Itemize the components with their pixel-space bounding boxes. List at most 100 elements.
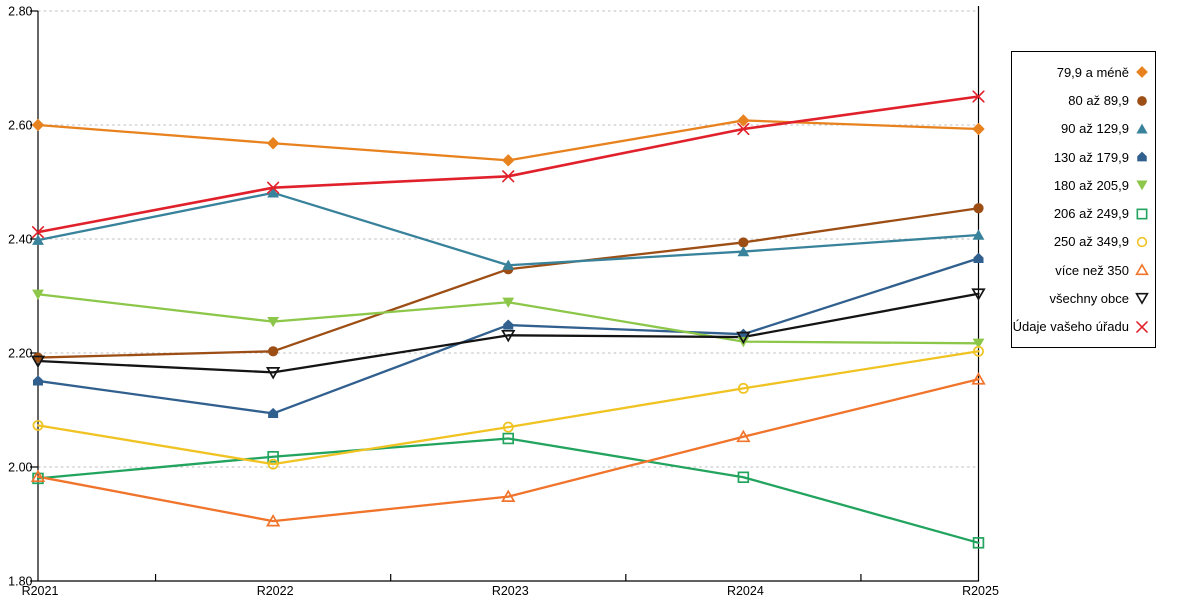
x-tick-label: R2023: [492, 584, 529, 598]
triangle-down-marker: [972, 338, 985, 349]
legend-label: 180 až 205,9: [1053, 177, 1129, 193]
legend-marker-x-icon: [1136, 320, 1148, 333]
legend-label: 250 až 349,9: [1053, 234, 1129, 250]
pentagon-marker: [738, 328, 749, 339]
legend-item-3: 90 až 129,9: [1012, 121, 1155, 137]
series-line-triangle-up-open: [36, 378, 980, 523]
y-tick-label: 2.80: [8, 4, 32, 18]
pentagon-marker: [1137, 151, 1147, 162]
pentagon-marker: [973, 252, 984, 263]
series-line-circle-open: [36, 350, 980, 466]
legend-label: všechny obce: [1049, 290, 1130, 306]
diamond-marker: [266, 137, 280, 150]
legend-label: Údaje vašeho úřadu: [1012, 319, 1129, 335]
triangle-up-open-marker: [30, 469, 46, 483]
x-tick-label: R2025: [962, 584, 999, 598]
triangle-up-open-marker: [265, 514, 281, 527]
legend-item-7: 250 až 349,9: [1012, 234, 1155, 250]
circle-open-marker: [502, 421, 514, 433]
legend: 79,9 a méně 80 až 89,9 90 až 129,9 130 až 1…: [1011, 51, 1156, 348]
triangle-up-open-marker: [1135, 263, 1149, 276]
legend-item-10: Údaje vašeho úřadu: [1012, 319, 1155, 335]
circle-marker: [738, 237, 749, 248]
pentagon-marker: [33, 375, 43, 386]
pentagon-marker: [268, 407, 279, 419]
legend-item-5: 180 až 205,9: [1012, 177, 1155, 193]
triangle-up-marker: [737, 245, 750, 257]
square-open-marker: [267, 450, 279, 463]
circle-open-marker: [267, 458, 279, 470]
circle-marker: [32, 352, 44, 363]
circle-open-marker: [32, 419, 44, 431]
legend-item-1: 79,9 a méně: [1012, 64, 1155, 80]
x-tick-label: R2021: [22, 584, 59, 598]
diamond-marker: [502, 154, 515, 167]
x-marker: [267, 181, 280, 194]
pentagon-marker: [503, 319, 514, 330]
triangle-down-marker: [267, 316, 280, 328]
legend-label: 206 až 249,9: [1053, 206, 1129, 222]
legend-label: více než 350: [1055, 262, 1129, 278]
y-tick-label: 1.80: [8, 574, 32, 588]
triangle-up-marker: [972, 229, 985, 240]
x-tick-label: R2022: [257, 584, 294, 598]
triangle-down-open-marker: [736, 331, 751, 345]
diamond-marker: [737, 114, 750, 127]
diamond-marker: [972, 122, 985, 136]
series-line-square-open: [36, 437, 980, 544]
triangle-up-open-marker: [971, 372, 986, 385]
triangle-down-open-marker: [501, 329, 516, 343]
legend-item-2: 80 až 89,9: [1012, 93, 1155, 109]
legend-marker-square-open-icon: [1136, 208, 1148, 220]
legend-label: 130 až 179,9: [1053, 149, 1129, 165]
x-marker: [502, 170, 515, 183]
legend-marker-circle-open-icon: [1136, 236, 1148, 248]
triangle-down-open-marker: [265, 367, 281, 380]
square-open-marker: [502, 432, 515, 445]
circle-open-marker: [1136, 236, 1148, 248]
x-marker: [972, 90, 985, 103]
legend-marker-triangle-up-icon: [1136, 123, 1148, 134]
triangle-up-open-marker: [501, 489, 516, 502]
square-open-marker: [1136, 208, 1148, 220]
triangle-down-open-marker: [971, 288, 986, 301]
circle-marker: [268, 346, 279, 357]
y-tick-label: 2.20: [8, 346, 32, 360]
legend-item-8: více než 350: [1012, 262, 1155, 278]
legend-label: 80 až 89,9: [1068, 93, 1129, 109]
triangle-down-marker: [1136, 180, 1148, 191]
x-tick-label: R2024: [727, 584, 764, 598]
triangle-down-marker: [32, 289, 44, 300]
triangle-up-marker: [32, 234, 44, 245]
series-line-triangle-down-open: [36, 292, 980, 374]
legend-marker-triangle-down-icon: [1136, 180, 1148, 191]
legend-item-6: 206 až 249,9: [1012, 206, 1155, 222]
triangle-up-open-marker: [736, 429, 751, 443]
y-tick-label: 2.00: [8, 460, 32, 474]
triangle-down-open-marker: [30, 355, 46, 369]
legend-marker-triangle-up-open-icon: [1135, 263, 1149, 276]
circle-marker: [1137, 95, 1147, 106]
diamond-marker: [31, 118, 45, 132]
x-marker: [1136, 320, 1148, 333]
triangle-down-open-marker: [1135, 293, 1149, 306]
square-open-marker: [972, 537, 985, 549]
triangle-up-marker: [267, 187, 280, 198]
y-tick-label: 2.60: [8, 118, 32, 132]
diamond-marker: [1136, 66, 1148, 79]
legend-marker-pentagon-icon: [1137, 151, 1147, 162]
triangle-up-marker: [502, 259, 515, 270]
x-marker: [31, 226, 45, 239]
circle-open-marker: [973, 345, 984, 357]
triangle-up-marker: [1136, 123, 1148, 134]
y-tick-label: 2.40: [8, 232, 32, 246]
legend-label: 79,9 a méně: [1056, 64, 1129, 80]
circle-marker: [973, 203, 984, 214]
legend-marker-diamond-icon: [1136, 66, 1148, 79]
legend-marker-circle-icon: [1137, 95, 1147, 106]
circle-open-marker: [737, 382, 749, 394]
legend-marker-triangle-down-open-icon: [1135, 293, 1149, 306]
legend-item-9: všechny obce: [1012, 290, 1155, 306]
